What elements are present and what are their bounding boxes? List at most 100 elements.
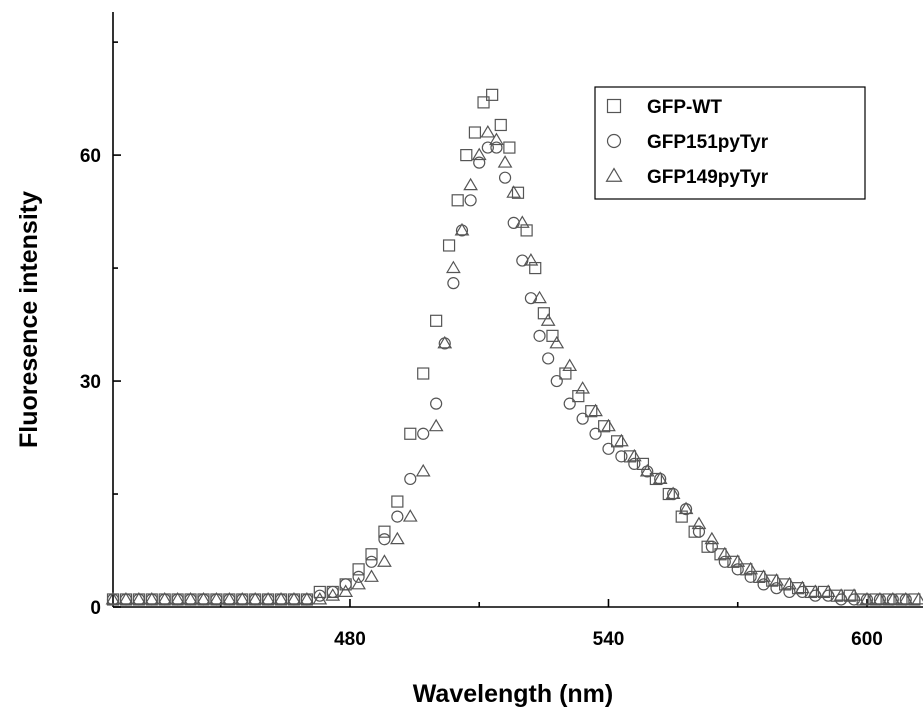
data-point [454, 222, 470, 236]
data-point [402, 509, 418, 522]
data-point [511, 186, 525, 199]
data-point [639, 463, 655, 477]
data-point [562, 358, 578, 372]
data-point [325, 588, 341, 601]
data-point [494, 118, 507, 132]
data-point [576, 412, 589, 425]
data-point [286, 591, 302, 605]
data-point [546, 329, 559, 342]
data-point [794, 580, 810, 594]
data-point [451, 194, 464, 207]
data-point [753, 570, 766, 583]
data-point [477, 96, 490, 109]
plot-area: 0 30 60 480 540 600 [80, 12, 923, 650]
data-point [221, 591, 237, 605]
data-point [542, 352, 555, 365]
data-point [820, 584, 836, 597]
data-point [610, 435, 624, 448]
data-point [468, 126, 482, 139]
y-tick-label: 60 [80, 146, 101, 167]
data-point [585, 405, 598, 418]
data-point [537, 307, 550, 320]
data-point [365, 555, 378, 568]
data-point [523, 253, 539, 266]
data-point [430, 397, 443, 410]
data-point [615, 450, 628, 463]
data-point [473, 156, 486, 169]
y-tick-label: 30 [80, 372, 101, 393]
data-point [489, 132, 504, 146]
data-point [714, 548, 727, 561]
data-point [464, 194, 477, 207]
data-point [498, 171, 512, 184]
legend-label: GFP-WT [647, 97, 722, 118]
series-triangle [105, 124, 923, 605]
data-point [471, 147, 487, 161]
data-point [678, 501, 694, 515]
data-point [430, 314, 443, 327]
data-point [691, 516, 707, 530]
data-point [196, 591, 211, 605]
legend-marker [606, 98, 622, 114]
series-circle [106, 141, 912, 606]
legend-marker [606, 133, 622, 149]
data-point [652, 471, 668, 484]
data-point [486, 88, 499, 101]
data-point [550, 374, 563, 388]
legend-box [594, 86, 866, 200]
data-point [389, 531, 405, 545]
data-point [757, 578, 770, 591]
data-point [588, 403, 603, 417]
x-tick-label: 600 [851, 629, 883, 650]
data-point [447, 277, 460, 290]
data-point [744, 570, 757, 583]
data-point [247, 591, 263, 605]
data-point [602, 442, 615, 455]
data-point [717, 546, 733, 560]
data-point [589, 427, 602, 440]
data-point [532, 290, 547, 304]
legend-entry: GFP151pyTyr [606, 132, 769, 153]
data-point [731, 563, 744, 576]
data-point [718, 555, 731, 568]
data-point [445, 260, 461, 274]
data-point [549, 335, 565, 349]
data-point [791, 582, 805, 595]
data-point [830, 589, 843, 602]
data-point [614, 433, 629, 447]
data-point [514, 215, 530, 228]
y-axis-title: Fluoresence intensity [15, 191, 43, 448]
data-point [157, 591, 173, 605]
data-point [779, 578, 792, 591]
data-point [503, 141, 516, 154]
data-point [352, 570, 365, 583]
data-point [497, 155, 513, 168]
data-point [415, 463, 431, 477]
legend-marker [605, 167, 623, 182]
data-point [783, 585, 796, 599]
legend-entries: GFP-WT GFP151pyTyr GFP149pyTyr [605, 97, 769, 188]
data-point [692, 525, 706, 538]
data-point [636, 457, 650, 470]
data-point [705, 540, 718, 553]
legend-label: GFP149pyTyr [647, 167, 769, 188]
data-point [299, 591, 315, 605]
data-point [665, 486, 681, 500]
data-point [437, 335, 453, 349]
data-point [365, 548, 378, 561]
data-point [727, 555, 740, 568]
data-point [404, 472, 417, 486]
y-tick-label: 0 [90, 598, 101, 619]
data-point [170, 591, 186, 605]
data-point [338, 584, 354, 597]
data-point [623, 450, 637, 463]
data-point [105, 591, 121, 605]
data-point [234, 591, 250, 605]
data-point [131, 591, 147, 605]
data-point [339, 578, 352, 591]
data-point [540, 313, 556, 326]
data-point [649, 472, 662, 486]
data-point [770, 582, 783, 595]
data-point [662, 487, 675, 501]
data-point [533, 329, 546, 342]
